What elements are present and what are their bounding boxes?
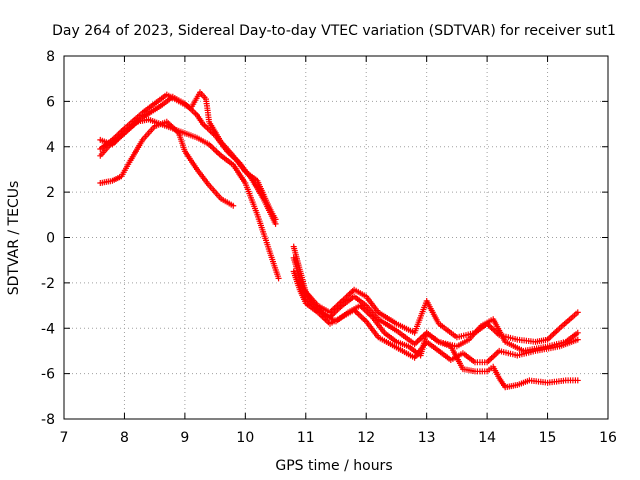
y-tick-label: -8 [41, 412, 55, 428]
series-trace-5 [290, 243, 581, 345]
x-tick-label: 14 [478, 430, 496, 446]
y-tick-label: -2 [41, 276, 55, 292]
y-tick-label: 4 [46, 140, 55, 156]
x-tick-label: 13 [418, 430, 436, 446]
data-points [97, 89, 581, 391]
x-tick-label: 15 [539, 430, 557, 446]
series-markers [296, 279, 581, 391]
x-tick-labels: 7 8 9 10 11 12 13 14 15 16 [60, 430, 617, 446]
x-tick-label: 8 [120, 430, 129, 446]
x-tick-label: 10 [236, 430, 254, 446]
y-tick-label: 6 [46, 94, 55, 110]
series-trace-2 [97, 89, 279, 223]
x-tick-label: 12 [357, 430, 375, 446]
y-tick-labels: -8 -6 -4 -2 0 2 4 6 8 [41, 49, 55, 428]
x-axis-label: GPS time / hours [275, 458, 392, 474]
series-trace-8 [296, 279, 581, 391]
x-tick-label: 9 [180, 430, 189, 446]
x-tick-label: 16 [599, 430, 617, 446]
y-tick-label: 8 [46, 49, 55, 65]
y-tick-label: -4 [41, 321, 55, 337]
axis-ticks [63, 55, 609, 420]
chart-title: Day 264 of 2023, Sidereal Day-to-day VTE… [52, 23, 616, 39]
y-tick-label: 0 [46, 231, 55, 247]
series-markers [97, 118, 237, 209]
y-tick-label: 2 [46, 185, 55, 201]
series-markers [97, 89, 279, 223]
y-tick-label: -6 [41, 367, 55, 383]
y-axis-label: SDTVAR / TECUs [6, 181, 22, 296]
x-tick-label: 11 [297, 430, 315, 446]
gridlines [64, 56, 608, 419]
series-trace-4 [97, 118, 237, 209]
series-markers [290, 243, 581, 345]
x-tick-label: 7 [60, 430, 69, 446]
